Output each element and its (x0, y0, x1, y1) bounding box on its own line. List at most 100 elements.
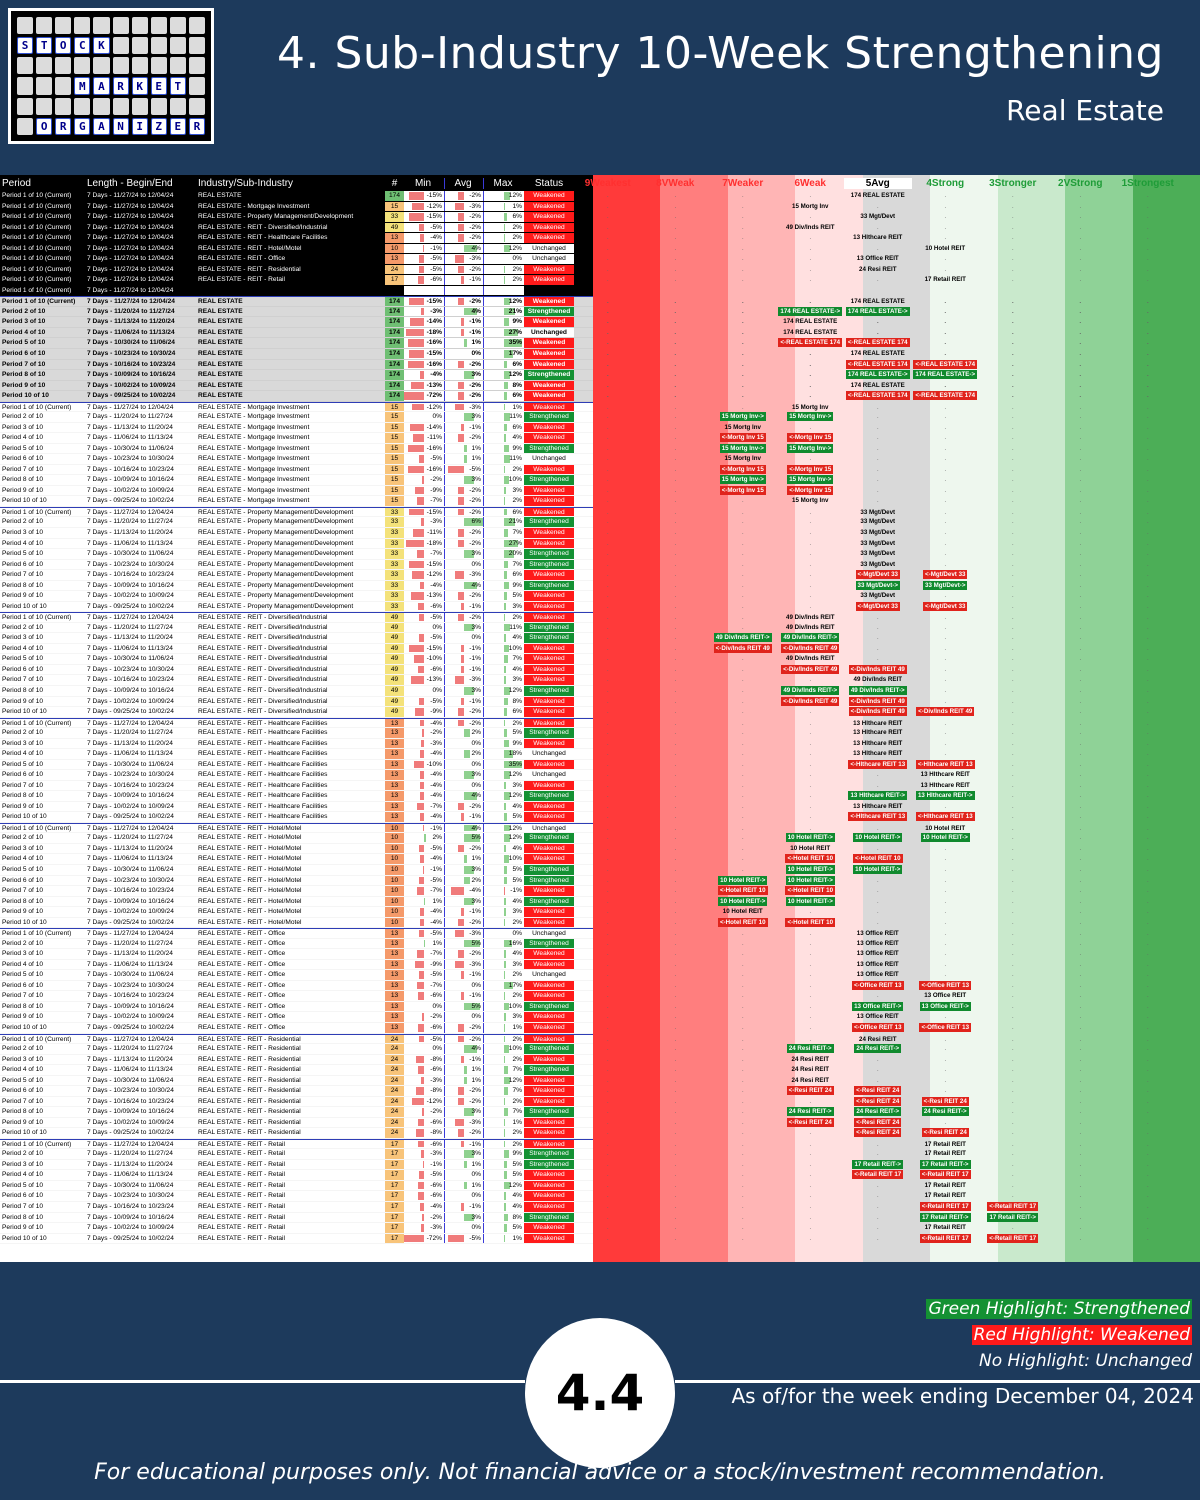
strength-cell: 174 REAL ESTATE-> (777, 306, 845, 317)
table-row: Period 1 of 10 (Current) 7 Days - 11/27/2… (0, 506, 1200, 518)
period-cell: Period 6 of 10 (2, 349, 46, 357)
empty-marker: . (741, 824, 744, 832)
strength-cell: . (844, 991, 912, 1001)
strength-cell: . (1114, 1012, 1182, 1022)
strength-cell: . (574, 265, 642, 275)
avg-cell: 3% (444, 412, 484, 422)
empty-marker: . (606, 1224, 609, 1232)
strength-cell: . (1047, 707, 1115, 717)
count-cell: 13 (385, 749, 404, 759)
max-cell: 7% (484, 1065, 524, 1075)
strength-cell: . (709, 1107, 777, 1117)
value-bar (414, 760, 424, 769)
value-bar (457, 918, 464, 927)
value-bar (504, 908, 506, 916)
strength-cell: . (777, 254, 845, 264)
value-text: 12% (508, 686, 522, 694)
empty-marker: . (741, 571, 744, 579)
industry-cell: REAL ESTATE (198, 192, 242, 199)
strength-cell: 174 REAL ESTATE (844, 349, 912, 359)
count-cell: 33 (385, 601, 404, 612)
sub-industry-chip: 174 REAL ESTATE (850, 298, 905, 306)
min-cell: -11% (404, 528, 444, 538)
strength-cell: . (574, 423, 642, 433)
strength-cell: . (1047, 338, 1115, 348)
value-bar (419, 971, 424, 979)
strength-cell: . (1114, 1234, 1182, 1244)
empty-marker: . (606, 192, 609, 199)
empty-marker: . (944, 298, 947, 306)
empty-marker: . (1146, 1150, 1149, 1158)
status-cell: Strengthened (524, 370, 574, 380)
strength-cell: . (777, 528, 845, 538)
strength-cell: . (1114, 719, 1182, 728)
column-header: 9Weakest (584, 177, 631, 189)
empty-marker: . (876, 634, 879, 642)
avg-cell: 3% (444, 622, 484, 633)
strength-cell: 10 Hotel REIT-> (912, 833, 980, 843)
value-text: 7% (512, 1087, 522, 1095)
period-cell: Period 1 of 10 (Current) (2, 403, 72, 411)
empty-marker: . (1079, 602, 1082, 610)
strength-cell: . (1114, 1035, 1182, 1044)
empty-marker: . (1079, 623, 1082, 631)
value-bar (424, 939, 425, 948)
sub-industry-chip: <-Div/Inds REIT 49 (781, 696, 840, 706)
strength-cell: . (642, 1076, 710, 1086)
status-cell: Weakened (524, 812, 574, 822)
value-bar (422, 476, 424, 484)
empty-marker: . (1079, 1234, 1082, 1242)
count-cell: 13 (385, 970, 404, 980)
status-cell: Weakened (524, 1170, 574, 1180)
value-bar (464, 824, 477, 832)
value-text: -12% (426, 403, 442, 411)
empty-marker: . (741, 781, 744, 789)
empty-marker: . (1079, 960, 1082, 968)
length-cell: 7 Days - 10/30/24 to 11/06/24 (87, 971, 174, 979)
empty-marker: . (1146, 1181, 1149, 1189)
sub-industry-chip: <-Hotel REIT 10 (717, 917, 768, 927)
count-cell: 24 (385, 1086, 404, 1096)
value-bar (457, 950, 464, 958)
empty-marker: . (944, 739, 947, 747)
value-text: -15% (426, 644, 442, 652)
strength-cell: . (979, 549, 1047, 559)
period-cell: Period 3 of 10 (2, 634, 44, 642)
period-cell: Period 1 of 10 (Current) (2, 1140, 72, 1148)
strength-cell: <-Hotel REIT 10 (844, 854, 912, 864)
empty-marker: . (606, 844, 609, 852)
strength-cell: . (574, 770, 642, 780)
value-bar (464, 771, 474, 779)
empty-marker: . (741, 1129, 744, 1137)
length-cell: 7 Days - 10/02/24 to 10/09/24 (87, 802, 174, 810)
value-text: -5% (430, 1035, 442, 1043)
empty-marker: . (876, 434, 879, 442)
sub-industry-chip: 49 Div/Inds REIT (786, 655, 835, 663)
value-text: -1% (469, 813, 481, 821)
strength-cell: . (979, 907, 1047, 917)
period-cell: Period 2 of 10 (2, 939, 44, 947)
logo-tile: R (112, 77, 129, 95)
value-bar (504, 781, 506, 790)
value-text: 10% (508, 855, 522, 863)
strength-cell: 174 REAL ESTATE (844, 191, 912, 201)
strength-cell: . (642, 1202, 710, 1212)
empty-marker: . (1079, 614, 1082, 622)
strength-cell: . (1047, 739, 1115, 749)
value-bar (504, 950, 506, 958)
value-text: -2% (469, 497, 481, 505)
logo-tile (112, 37, 129, 55)
empty-marker: . (809, 592, 812, 600)
empty-marker: . (674, 592, 677, 600)
sub-industry-chip: 49 Div/Inds REIT-> (713, 633, 772, 643)
strength-cell: . (1114, 1202, 1182, 1212)
count-cell: 24 (385, 1065, 404, 1075)
strength-cell: . (1114, 317, 1182, 327)
empty-marker: . (809, 930, 812, 938)
count-cell: 13 (385, 949, 404, 959)
empty-marker: . (1146, 244, 1149, 252)
strength-cell: . (777, 1128, 845, 1138)
value-bar (464, 686, 474, 695)
empty-marker: . (1011, 1118, 1014, 1126)
table-row: Period 9 of 10 7 Days - 10/02/24 to 10/09… (0, 591, 1200, 602)
